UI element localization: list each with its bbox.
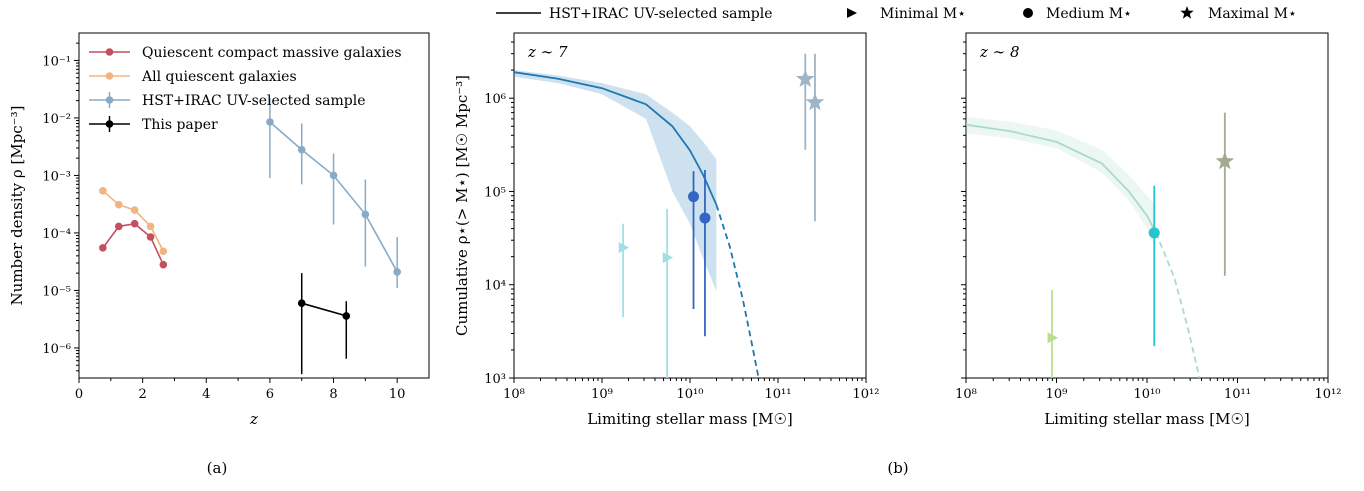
data-point xyxy=(130,206,139,214)
data-point-triangle xyxy=(1047,332,1059,344)
data-point-circle xyxy=(688,191,700,203)
y-tick-label: 10⁶ xyxy=(484,92,506,107)
data-point-star xyxy=(805,92,825,111)
panel-b-z7: 10⁸ 10⁹ 10¹⁰ 10¹¹ 10¹² 10³ 10⁴ 10⁵ 10⁶ z ∼ 7 Limit… xyxy=(453,32,880,428)
legend-marker xyxy=(105,48,114,56)
density-curve-extrapolated xyxy=(1155,232,1201,378)
x-axis-label: z xyxy=(249,410,258,428)
density-curve xyxy=(514,71,718,206)
legend-label: All quiescent galaxies xyxy=(141,69,297,85)
uncertainty-band xyxy=(514,70,717,292)
y-tick-label: 10⁻⁶ xyxy=(42,342,71,357)
x-tick-label: 4 xyxy=(202,387,210,402)
data-point xyxy=(159,247,168,256)
data-point xyxy=(329,171,338,180)
data-point-star xyxy=(1215,151,1235,170)
plot-area xyxy=(966,112,1235,378)
legend-marker xyxy=(105,72,114,80)
y-tick-label: 10⁴ xyxy=(484,279,506,294)
x-tick-label: 8 xyxy=(329,387,337,402)
y-axis-label: Cumulative ρ⋆(> M⋆) [M☉ Mpc⁻³] xyxy=(453,75,471,336)
y-tick-label: 10³ xyxy=(484,372,506,387)
caption-b: (b) xyxy=(887,459,908,477)
x-tick-label: 6 xyxy=(266,387,274,402)
redshift-annotation: z ∼ 8 xyxy=(979,43,1020,61)
legend-label-sample: HST+IRAC UV-selected sample xyxy=(549,6,773,22)
legend-circle-marker xyxy=(1023,8,1033,18)
data-point-circle xyxy=(699,212,711,224)
data-point xyxy=(361,210,370,219)
x-tick-label: 10⁸ xyxy=(955,387,977,402)
x-axis-label: Limiting stellar mass [M☉] xyxy=(1044,410,1250,428)
x-tick-label: 10¹² xyxy=(1315,387,1342,402)
data-point xyxy=(99,187,107,195)
top-legend: HST+IRAC UV-selected sample Minimal M⋆ M… xyxy=(496,6,1297,22)
data-point xyxy=(393,268,401,276)
x-tick-label: 10⁹ xyxy=(591,387,613,402)
legend-label: HST+IRAC UV-selected sample xyxy=(142,93,366,109)
y-tick-label: 10⁻² xyxy=(42,112,71,127)
data-point xyxy=(114,200,123,209)
series-line xyxy=(102,222,165,266)
x-tick-label: 2 xyxy=(138,387,146,402)
legend-label-maximal: Maximal M⋆ xyxy=(1208,6,1297,22)
series-line xyxy=(301,302,347,317)
data-point xyxy=(266,118,274,126)
legend-label-medium: Medium M⋆ xyxy=(1046,6,1132,22)
x-tick-label: 10⁹ xyxy=(1046,387,1068,402)
data-point-star xyxy=(796,69,815,87)
legend-label-minimal: Minimal M⋆ xyxy=(880,6,966,22)
data-point-triangle xyxy=(618,242,630,254)
caption-a: (a) xyxy=(207,459,228,477)
x-tick-label: 10¹¹ xyxy=(1224,387,1251,402)
data-point xyxy=(297,299,306,307)
x-tick-label: 0 xyxy=(75,387,83,402)
data-point xyxy=(130,219,139,228)
x-tick-label: 10¹⁰ xyxy=(1134,387,1161,402)
y-tick-label: 10⁻⁴ xyxy=(42,227,71,242)
data-point xyxy=(146,222,155,231)
plot-area xyxy=(514,53,825,378)
x-tick-label: 10¹⁰ xyxy=(677,387,704,402)
data-point xyxy=(297,145,306,154)
data-point xyxy=(159,260,168,269)
legend-triangle-marker xyxy=(847,8,857,18)
data-point xyxy=(99,244,107,252)
y-axis-label: Number density ρ [Mpc⁻³] xyxy=(8,106,26,306)
data-point-circle xyxy=(1148,227,1160,239)
x-tick-label: 10¹¹ xyxy=(765,387,792,402)
y-tick-label: 10⁻⁵ xyxy=(42,284,71,299)
uncertainty-band xyxy=(966,116,1156,252)
legend-label: This paper xyxy=(142,117,218,133)
panel-b-z8: 10⁸ 10⁹ 10¹⁰ 10¹¹ 10¹² z ∼ 8 Limiting stellar … xyxy=(955,32,1342,428)
density-curve xyxy=(966,123,1157,234)
data-point xyxy=(342,312,351,320)
density-curve-extrapolated xyxy=(715,204,760,378)
data-point xyxy=(114,222,123,231)
x-axis-label: Limiting stellar mass [M☉] xyxy=(587,410,793,428)
data-point-triangle xyxy=(662,252,674,264)
x-tick-label: 10⁸ xyxy=(503,387,525,402)
y-tick-label: 10⁵ xyxy=(484,185,506,200)
data-point xyxy=(146,233,155,241)
x-tick-label: 10 xyxy=(389,387,406,402)
legend-star-marker xyxy=(1180,6,1194,19)
x-tick-label: 10¹² xyxy=(853,387,880,402)
y-tick-label: 10⁻³ xyxy=(42,169,71,184)
legend-label: Quiescent compact massive galaxies xyxy=(142,45,402,61)
y-tick-label: 10⁻¹ xyxy=(42,54,71,69)
redshift-annotation: z ∼ 7 xyxy=(527,43,568,61)
panel-a: 0 2 4 6 8 10 10⁻⁶ 10⁻⁵ 10⁻⁴ 10⁻³ 10⁻² 10⁻¹ z Number d… xyxy=(8,32,430,428)
